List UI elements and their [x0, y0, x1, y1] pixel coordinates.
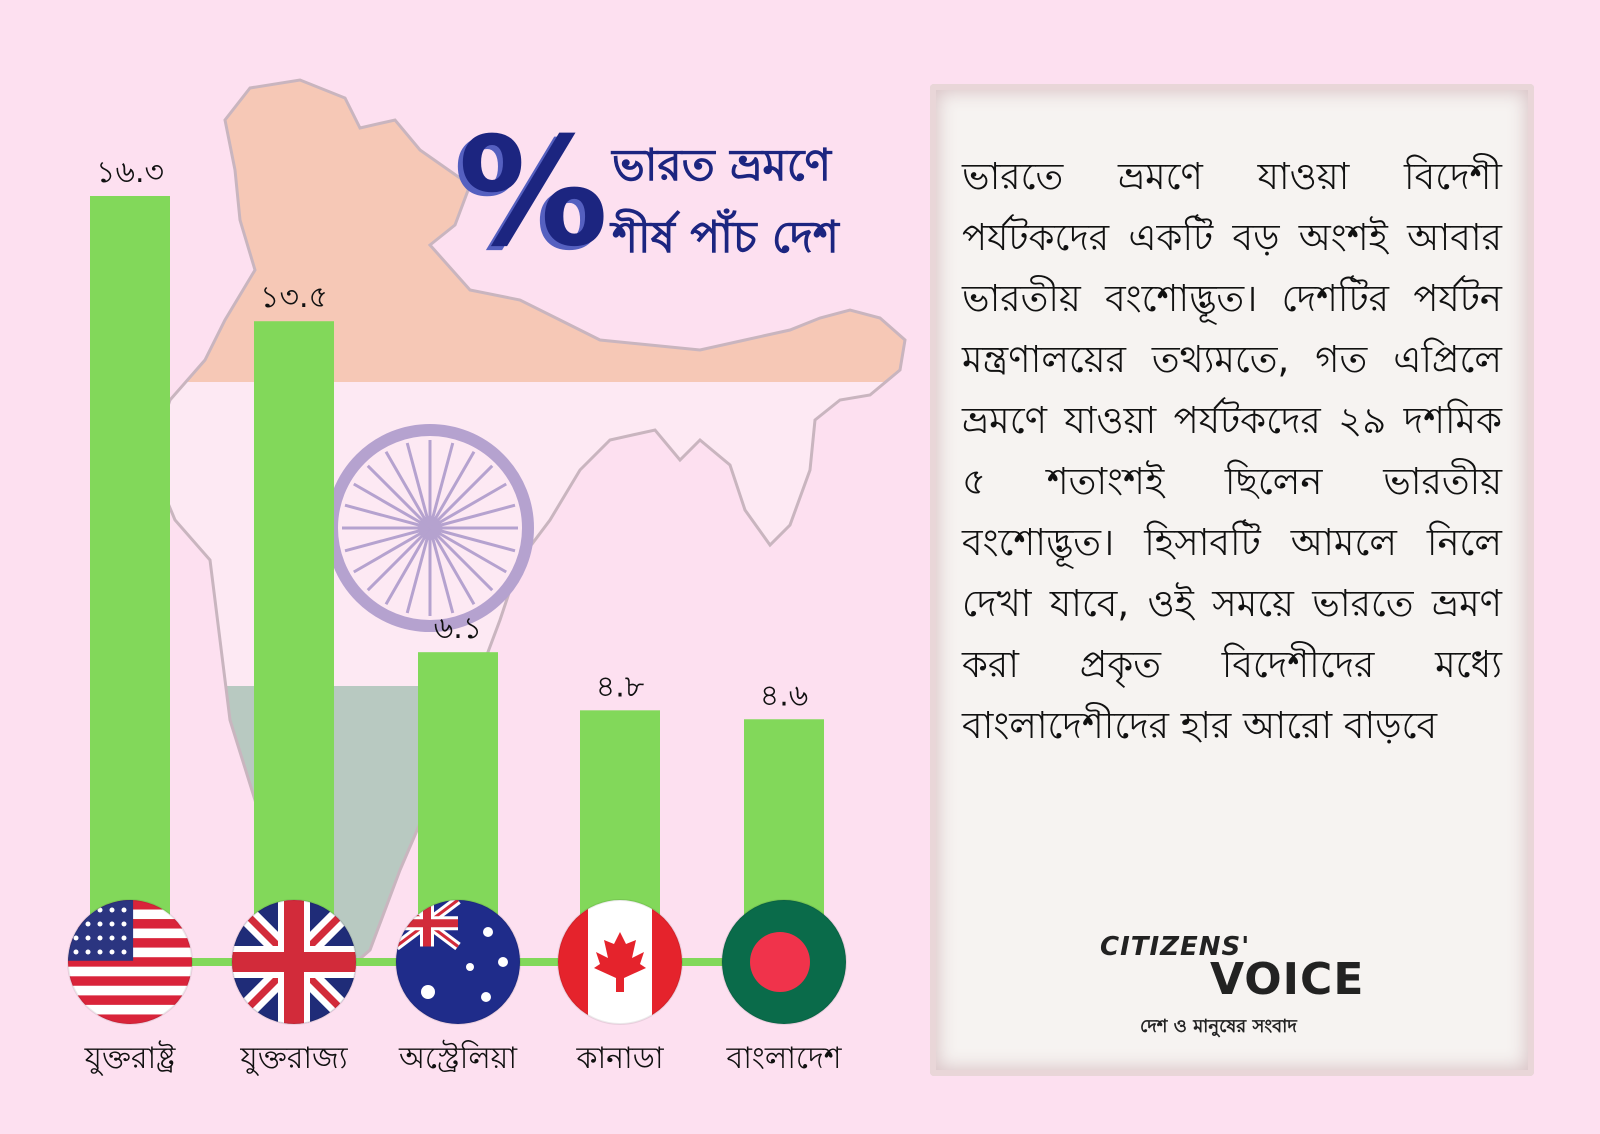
- chakra-spoke: [428, 527, 455, 614]
- chart-title-line-1: ভারত ভ্রমণে: [612, 140, 832, 191]
- chakra-spoke: [344, 526, 431, 553]
- bar-series: ১৬.৩ ১৩.৫ ৬.১ ৪.৮ ৪.৬: [90, 155, 824, 925]
- chakra-spoke: [384, 527, 432, 605]
- chakra-spoke: [429, 503, 516, 530]
- chakra-spoke: [429, 526, 516, 553]
- india-map-outline: [148, 78, 907, 988]
- category-label-3: অস্ট্রেলিয়া: [398, 1040, 518, 1076]
- flag-rim-3: [395, 899, 521, 1025]
- chakra-spoke: [428, 527, 476, 605]
- chakra-spoke: [428, 451, 476, 529]
- chakra-spoke: [429, 526, 507, 574]
- bar-3: [418, 652, 498, 925]
- panel-paragraph: ভারতে ভ্রমণে যাওয়া বিদেশী পর্যটকদের একট…: [962, 155, 1502, 747]
- percent-symbol: %: [458, 106, 609, 280]
- flag-rim-2: [231, 899, 357, 1025]
- bar-value-label-3: ৬.১: [434, 611, 483, 646]
- brand-voice: VOICE: [1210, 954, 1365, 1005]
- ashoka-chakra-icon: [326, 424, 534, 632]
- chakra-spoke: [405, 527, 432, 614]
- chakra-spoke: [405, 442, 432, 529]
- chakra-spoke: [429, 482, 507, 530]
- text-panel: [930, 84, 1534, 1076]
- bar-value-label-2: ১৩.৫: [260, 280, 328, 315]
- category-label-2: যুক্তরাজ্য: [239, 1041, 348, 1076]
- brand-citizens: CITIZENS': [1100, 932, 1251, 962]
- flag-rim-4: [557, 899, 683, 1025]
- chakra-spoke: [384, 451, 432, 529]
- flag-row: [67, 899, 847, 1025]
- bar-4: [580, 710, 660, 925]
- flag-rim-1: [67, 899, 193, 1025]
- chakra-spoke: [366, 526, 432, 592]
- brand-tagline: দেশ ও মানুষের সংবাদ: [1140, 1016, 1297, 1037]
- chakra-spoke: [428, 526, 494, 592]
- chakra-spoke: [344, 503, 431, 530]
- chakra-spoke: [353, 482, 431, 530]
- bar-value-label-5: ৪.৬: [760, 678, 809, 713]
- chakra-spoke: [428, 442, 455, 529]
- brand-logo: CITIZENS' VOICE দেশ ও মানুষের সংবাদ: [1100, 932, 1370, 1042]
- category-label-1: যুক্তরাষ্ট্র: [84, 1040, 177, 1076]
- bangladesh-flag-icon: [722, 900, 846, 1024]
- bar-value-label-4: ৪.৮: [596, 669, 644, 704]
- uk-flag-icon: [232, 900, 356, 1024]
- chakra-spoke: [366, 464, 432, 530]
- category-label-5: বাংলাদেশ: [726, 1041, 843, 1076]
- chart-title-line-2: শীর্ষ পাঁচ দেশ: [612, 212, 839, 263]
- bar-value-label-1: ১৬.৩: [96, 155, 164, 190]
- bar-2: [254, 321, 334, 925]
- flag-rim-5: [721, 899, 847, 1025]
- chakra-spoke: [428, 464, 494, 530]
- bar-5: [744, 719, 824, 925]
- category-label-4: কানাডা: [575, 1041, 664, 1076]
- australia-flag-icon: [396, 900, 520, 1024]
- chakra-spoke: [353, 526, 431, 574]
- bar-1: [90, 196, 170, 925]
- category-labels: যুক্তরাষ্ট্র যুক্তরাজ্য অস্ট্রেলিয়া কানাডা…: [84, 1040, 843, 1076]
